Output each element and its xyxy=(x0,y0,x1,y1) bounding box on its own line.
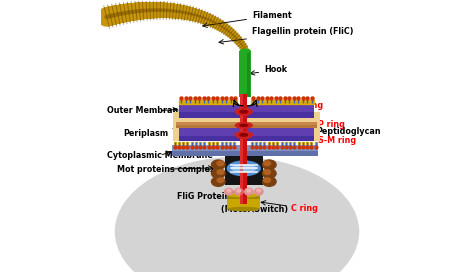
Text: L ring: L ring xyxy=(257,101,323,113)
Bar xyxy=(179,105,314,112)
Bar xyxy=(228,195,260,209)
Bar xyxy=(173,112,320,141)
Bar xyxy=(179,135,314,141)
Ellipse shape xyxy=(239,124,248,127)
Ellipse shape xyxy=(254,188,264,196)
Text: P ring: P ring xyxy=(258,120,346,129)
Ellipse shape xyxy=(227,160,261,176)
Ellipse shape xyxy=(216,169,225,175)
Ellipse shape xyxy=(235,108,253,116)
Text: C ring: C ring xyxy=(261,201,318,213)
Ellipse shape xyxy=(231,164,256,173)
Ellipse shape xyxy=(239,133,248,137)
Bar xyxy=(172,146,319,151)
Text: FliG Proteins: FliG Proteins xyxy=(177,192,238,201)
Ellipse shape xyxy=(226,188,232,193)
Ellipse shape xyxy=(235,122,253,129)
Ellipse shape xyxy=(236,188,242,193)
Text: Peptidoglycan: Peptidoglycan xyxy=(312,124,381,136)
Ellipse shape xyxy=(216,177,225,183)
Ellipse shape xyxy=(263,177,271,183)
Ellipse shape xyxy=(244,188,254,196)
Bar xyxy=(239,51,251,97)
Text: Periplasm: Periplasm xyxy=(123,128,178,138)
Ellipse shape xyxy=(239,110,248,114)
Ellipse shape xyxy=(262,168,277,179)
Ellipse shape xyxy=(239,49,251,54)
Ellipse shape xyxy=(216,161,225,166)
Bar xyxy=(225,156,263,185)
Bar xyxy=(240,94,243,204)
Text: Hook: Hook xyxy=(250,66,287,75)
Ellipse shape xyxy=(246,188,252,193)
Bar xyxy=(176,122,317,125)
Ellipse shape xyxy=(235,131,253,139)
Text: Outer Membrane (LPS): Outer Membrane (LPS) xyxy=(107,106,210,115)
Ellipse shape xyxy=(228,207,260,211)
Text: Cytoplasmic Membrane: Cytoplasmic Membrane xyxy=(107,151,212,160)
Ellipse shape xyxy=(228,193,260,197)
Bar xyxy=(240,94,247,204)
Bar xyxy=(228,195,260,199)
Ellipse shape xyxy=(234,188,244,196)
Ellipse shape xyxy=(115,157,359,273)
Text: Filament: Filament xyxy=(203,11,292,28)
Text: (Motor Switch): (Motor Switch) xyxy=(221,205,288,214)
Ellipse shape xyxy=(262,159,277,170)
Bar xyxy=(176,122,317,128)
Text: S-M ring: S-M ring xyxy=(258,133,356,145)
Ellipse shape xyxy=(256,188,262,193)
Bar xyxy=(247,51,250,97)
Text: Flagellin protein (FliC): Flagellin protein (FliC) xyxy=(219,27,354,44)
Ellipse shape xyxy=(262,176,277,187)
Text: Mot proteins complex: Mot proteins complex xyxy=(118,165,216,174)
Ellipse shape xyxy=(211,168,226,179)
Ellipse shape xyxy=(211,159,226,170)
Ellipse shape xyxy=(263,169,271,175)
Ellipse shape xyxy=(224,188,234,196)
Bar xyxy=(172,151,319,156)
Ellipse shape xyxy=(211,176,226,187)
Bar xyxy=(179,128,314,135)
Ellipse shape xyxy=(263,161,271,166)
Bar xyxy=(179,112,314,118)
